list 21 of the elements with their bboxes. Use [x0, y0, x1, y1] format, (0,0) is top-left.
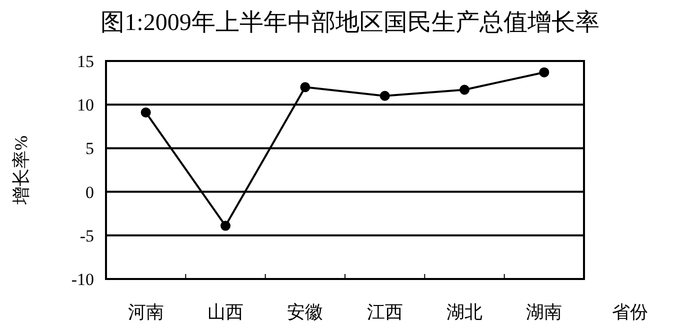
- x-tick-label: 江西: [366, 302, 403, 322]
- point: [140, 107, 151, 118]
- y-axis-title: 增长率%: [11, 136, 31, 206]
- y-tick-label: -10: [71, 270, 94, 289]
- point: [539, 67, 550, 78]
- x-tick-label: 山西: [208, 302, 244, 322]
- point: [220, 220, 230, 231]
- point: [380, 90, 390, 101]
- x-tick-label: 河南: [128, 302, 164, 322]
- y-tick-label: 0: [86, 182, 94, 202]
- point: [300, 82, 310, 92]
- x-tick-label: 湖北: [446, 302, 482, 322]
- title: 图1:2009年上半年中部地区国民生产总值增长率: [100, 10, 600, 36]
- x-tick-label: 湖南: [526, 302, 562, 322]
- y-tick-label: 5: [86, 139, 94, 158]
- x-tick-label: 安徽: [287, 302, 324, 322]
- x-axis-title: 省份: [612, 302, 648, 322]
- y-tick-label: 15: [77, 52, 94, 71]
- y-tick-label: -5: [80, 226, 94, 246]
- y-tick-label: 10: [77, 96, 94, 115]
- point: [460, 84, 470, 95]
